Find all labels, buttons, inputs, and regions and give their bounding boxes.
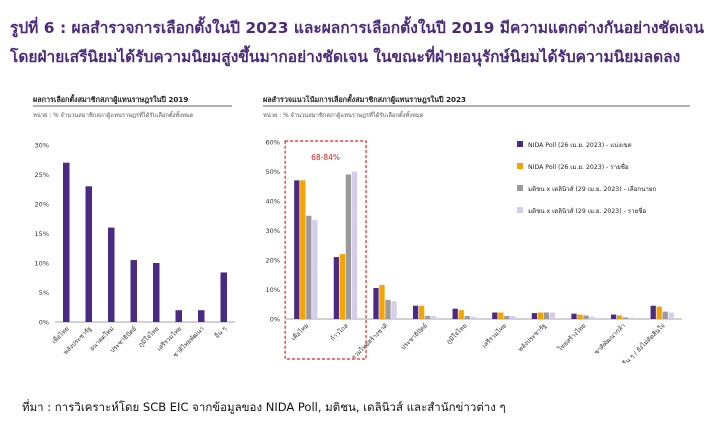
chart-2-bar bbox=[589, 316, 595, 319]
chart-1-bar bbox=[220, 272, 227, 322]
chart-2-x-tick-label: ก้าวไกล bbox=[329, 322, 350, 343]
chart-2-title: ผลสำรวจแนวโน้มการเลือกตั้งสมาชิกสภาผู้แท… bbox=[263, 93, 466, 105]
chart-1-bar bbox=[108, 227, 115, 322]
chart-1-x-tick-label: เพื่อไทย bbox=[49, 324, 70, 345]
chart-2-bar bbox=[583, 315, 589, 319]
chart-2-bar bbox=[412, 305, 419, 319]
chart-2-bar bbox=[504, 316, 510, 319]
chart-1-y-tick-label: 10% bbox=[35, 260, 49, 268]
chart-2-x-tick-label: เพื่อไทย bbox=[289, 321, 310, 342]
chart-2-bar bbox=[345, 174, 352, 319]
chart-2-y-tick-label: 0% bbox=[270, 316, 280, 324]
chart-2-x-tick-label: ภูมิใจไทย bbox=[445, 322, 469, 346]
chart-2-bar bbox=[543, 312, 550, 319]
chart-2-y-tick-label: 30% bbox=[266, 227, 280, 235]
chart-1-bar bbox=[63, 162, 70, 322]
chart-1-y-tick-label: 25% bbox=[35, 171, 49, 179]
chart-2-bar bbox=[300, 180, 306, 319]
chart-2-bar bbox=[458, 310, 464, 319]
chart-2-x-tick-label: รวมไทยสร้างชาติ bbox=[350, 322, 389, 361]
chart-2-bar bbox=[470, 316, 476, 319]
chart-2-bar bbox=[333, 257, 340, 319]
chart-2-x-tick-label: เสรีรวมไทย bbox=[480, 322, 508, 350]
chart-1-subtitle: หน่วย : % จำนวนสมาชิกสภาผู้แทนราษฎรที่ได… bbox=[33, 110, 194, 119]
chart-2-bar bbox=[385, 299, 391, 319]
chart-2-y-tick-label: 40% bbox=[266, 198, 280, 206]
chart-2-bar bbox=[498, 312, 504, 319]
chart-1-y-tick-label: 5% bbox=[39, 289, 49, 297]
charts-panel: ผลการเลือกตั้งสมาชิกสภาผู้แทนราษฎรในปี 2… bbox=[33, 93, 690, 363]
chart-2-bar bbox=[610, 314, 617, 319]
chart-2-bar bbox=[339, 254, 346, 319]
chart-2-bar bbox=[351, 171, 358, 319]
chart-1-title: ผลการเลือกตั้งสมาชิกสภาผู้แทนราษฎรในปี 2… bbox=[33, 93, 188, 105]
chart-2-bar bbox=[549, 312, 556, 319]
chart-1-bar bbox=[153, 263, 160, 322]
chart-2-bar bbox=[430, 316, 437, 319]
highlight-annotation: 68-84% bbox=[311, 153, 340, 162]
chart-2-bar bbox=[662, 311, 668, 319]
chart-2-bar bbox=[452, 308, 458, 319]
highlight-box bbox=[284, 140, 367, 360]
chart-2-bar bbox=[464, 316, 470, 319]
chart-1-bar bbox=[130, 260, 137, 322]
legend-swatch bbox=[517, 185, 523, 191]
legend-label: NIDA Poll (26 เม.ย. 2023) - แบ่งเขต bbox=[528, 142, 632, 149]
chart-2-bar bbox=[379, 285, 385, 319]
chart-2-bar bbox=[531, 313, 538, 319]
chart-2-y-tick-label: 50% bbox=[266, 168, 280, 176]
chart-1-x-tick-label: อื่น ๆ bbox=[212, 324, 228, 340]
chart-2-y-tick-label: 60% bbox=[266, 139, 280, 147]
chart-2-y-tick-label: 20% bbox=[266, 257, 280, 265]
chart-2-bar bbox=[424, 316, 431, 319]
chart-2-bar bbox=[628, 317, 635, 319]
legend-swatch bbox=[517, 207, 523, 213]
chart-2-bar bbox=[650, 305, 656, 319]
chart-2-bar bbox=[391, 301, 397, 319]
source-note: ที่มา : การวิเคราะห์โดย SCB EIC จากข้อมู… bbox=[22, 400, 506, 414]
legend-swatch bbox=[517, 141, 523, 147]
chart-2-bar bbox=[616, 315, 623, 319]
chart-1-y-tick-label: 20% bbox=[35, 201, 49, 209]
chart-1-bar bbox=[175, 310, 182, 322]
chart-2-y-tick-label: 10% bbox=[266, 286, 280, 294]
chart-2-bar bbox=[294, 180, 300, 319]
chart-2-x-tick-label: ประชาธิปัตย์ bbox=[399, 322, 429, 352]
chart-2-x-tick-label: ชาติพัฒนากล้า bbox=[593, 322, 628, 357]
chart-2-x-tick-label: พลังประชารัฐ bbox=[517, 322, 548, 353]
chart-2-bar bbox=[622, 317, 629, 319]
headline-line-2: โดยฝ่ายเสรีนิยมได้รับความนิยมสูงขึ้นมากอ… bbox=[10, 48, 681, 66]
chart-2-bar bbox=[668, 312, 674, 319]
chart-1-y-tick-label: 15% bbox=[35, 230, 49, 238]
chart-1-y-tick-label: 0% bbox=[39, 319, 49, 327]
chart-2-bar bbox=[656, 306, 662, 319]
chart-2-x-tick-label: ไทยสร้างไทย bbox=[556, 322, 588, 354]
chart-1-y-tick-label: 30% bbox=[35, 142, 49, 150]
chart-2-bar bbox=[510, 316, 516, 319]
chart-2-bar bbox=[571, 313, 577, 319]
legend-swatch bbox=[517, 163, 523, 169]
chart-1-bar bbox=[198, 310, 205, 322]
chart-1-bar bbox=[85, 186, 92, 322]
headline: รูปที่ 6 : ผลสำรวจการเลือกตั้งในปี 2023 … bbox=[10, 14, 715, 72]
headline-line-1: รูปที่ 6 : ผลสำรวจการเลือกตั้งในปี 2023 … bbox=[10, 19, 704, 37]
chart-2-bar bbox=[306, 215, 312, 319]
chart-2-x-tick-label: อื่น ๆ / ยังไม่ตัดสินใจ bbox=[620, 321, 667, 363]
legend-label: มติชน x เดลินิวส์ (29 เม.ย. 2023) - เลือ… bbox=[528, 185, 656, 193]
chart-2-subtitle: หน่วย : % จำนวนสมาชิกสภาผู้แทนราษฎรที่ได… bbox=[263, 110, 424, 119]
chart-2-bar bbox=[492, 312, 498, 319]
legend-label: NIDA Poll (26 เม.ย. 2023) - รายชื่อ bbox=[528, 163, 629, 171]
chart-2-bar bbox=[418, 305, 425, 319]
chart-2-bar bbox=[577, 314, 583, 319]
legend-label: มติชน x เดลินิวส์ (29 เม.ย. 2023) - รายช… bbox=[528, 207, 646, 215]
chart-2-bar bbox=[373, 288, 379, 319]
chart-2-bar bbox=[312, 220, 318, 319]
chart-2-bar bbox=[537, 312, 544, 319]
